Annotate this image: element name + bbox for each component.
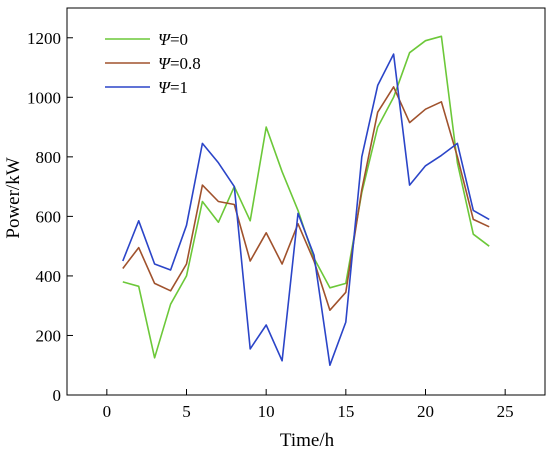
y-tick-label: 200 — [36, 326, 62, 345]
legend-label-3: Ψ=1 — [158, 78, 188, 97]
y-axis-label: Power/kW — [3, 157, 24, 238]
x-tick-label: 0 — [103, 402, 112, 421]
legend-label-2: Ψ=0.8 — [158, 54, 201, 73]
x-tick-label: 5 — [182, 402, 191, 421]
x-tick-label: 10 — [258, 402, 275, 421]
series-line-3 — [122, 53, 490, 367]
series-layer — [122, 35, 490, 367]
x-tick-label: 25 — [497, 402, 514, 421]
legend: Ψ=0Ψ=0.8Ψ=1 — [105, 30, 201, 97]
legend-value: =0 — [170, 30, 188, 49]
y-tick-label: 0 — [53, 386, 62, 405]
legend-value: =0.8 — [170, 54, 201, 73]
plot-frame — [66, 7, 546, 396]
x-axis-label: Time/h — [280, 430, 335, 451]
legend-symbol: Ψ — [158, 30, 172, 49]
legend-label-1: Ψ=0 — [158, 30, 188, 49]
legend-symbol: Ψ — [158, 78, 172, 97]
axes: 0 5 10 15 20 25 0 200 400 600 800 1000 1200 — [27, 7, 546, 421]
y-tick-label: 800 — [36, 148, 62, 167]
y-tick-label: 1000 — [27, 88, 61, 107]
series-line-2 — [122, 86, 490, 312]
y-tick-label: 1200 — [27, 29, 61, 48]
legend-value: =1 — [170, 78, 188, 97]
legend-symbol: Ψ — [158, 54, 172, 73]
y-tick-label: 600 — [36, 207, 62, 226]
x-tick-label: 15 — [337, 402, 354, 421]
x-tick-label: 20 — [417, 402, 434, 421]
y-tick-label: 400 — [36, 267, 62, 286]
